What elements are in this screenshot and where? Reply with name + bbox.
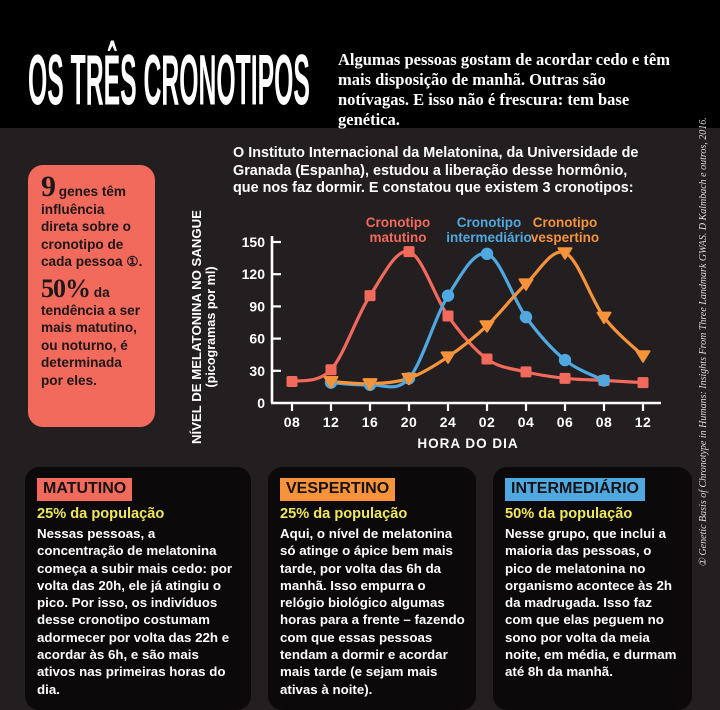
y-tick-label: 0 (257, 395, 265, 411)
marker-triangle (596, 311, 612, 325)
gene-percent-number: 50% (41, 273, 91, 303)
marker-square (286, 376, 298, 388)
marker-square (325, 364, 337, 376)
legend-item-1: Cronotipo intermediário (446, 215, 532, 245)
x-tick-label: 24 (440, 414, 457, 430)
header-bar: OS TRÊS CRONOTIPOS Algumas pessoas gosta… (0, 0, 720, 129)
marker-circle (558, 353, 572, 367)
marker-square (559, 372, 571, 384)
marker-square (364, 290, 376, 302)
x-tick-label: 04 (518, 414, 535, 430)
card-matutino-percentage: 25% da população (37, 506, 165, 522)
gene-count-number: 9 (41, 170, 56, 203)
marker-triangle (635, 350, 651, 363)
marker-square (403, 246, 415, 258)
y-axis-label-unit: (picogramas por ml) (204, 266, 218, 388)
intro-text: Algumas pessoas gostam de acordar cedo e… (338, 50, 670, 129)
study-description: O Instituto Internacional da Melatonina,… (233, 145, 639, 197)
series-line-square (290, 250, 645, 385)
card-intermediario-body: Nesse grupo, que inclui a maioria das pe… (505, 526, 677, 680)
marker-triangle (323, 376, 339, 389)
gene-fact-1: 9 genes têm influência direta sobre o cr… (41, 172, 143, 271)
card-intermediario-label: INTERMEDIÁRIO (505, 478, 645, 501)
marker-circle (597, 374, 611, 387)
legend-item-0: Cronotipo matutino (365, 215, 431, 245)
x-tick-label: 20 (401, 414, 418, 430)
marker-triangle (518, 278, 534, 291)
gene-fact-1-text: genes têm influência direta sobre o cron… (41, 184, 143, 270)
card-vespertino-label: VESPERTINO (280, 478, 396, 501)
marker-circle (441, 289, 455, 302)
marker-circle (519, 310, 533, 324)
x-tick-label: 08 (596, 414, 613, 430)
card-vespertino-percentage: 25% da população (280, 506, 408, 522)
marker-square (637, 377, 649, 389)
card-intermediario-percentage: 50% da população (505, 506, 633, 522)
card-intermediario: INTERMEDIÁRIO 50% da população Nesse gru… (493, 467, 692, 710)
x-axis-title: HORA DO DIA (417, 436, 518, 451)
marker-triangle (362, 378, 378, 391)
card-vespertino: VESPERTINO 25% da população Aqui, o níve… (268, 467, 476, 710)
marker-triangle (401, 372, 417, 386)
x-tick-label: 02 (479, 414, 496, 430)
x-tick-label: 06 (557, 414, 574, 430)
marker-square (481, 353, 493, 365)
source-credit: ① Genetic Basis of Chronotype in Humans:… (698, 117, 709, 567)
x-tick-label: 12 (635, 414, 652, 430)
card-vespertino-body: Aqui, o nível de melatonina só atinge o … (280, 526, 465, 697)
x-tick-label: 16 (362, 414, 379, 430)
y-axis-label-main: NÍVEL DE MELATONINA NO SANGUE (189, 210, 204, 444)
page-title: OS TRÊS CRONOTIPOS (28, 39, 310, 120)
card-matutino: MATUTINO 25% da população Nessas pessoas… (25, 467, 251, 710)
marker-square (442, 310, 454, 322)
gene-fact-2: 50% da tendência a ser mais matutino, ou… (41, 275, 143, 390)
chart-y-axis-label: NÍVEL DE MELATONINA NO SANGUE (picograma… (189, 210, 231, 444)
card-matutino-body: Nessas pessoas, a concentração de melato… (37, 526, 233, 697)
marker-square (520, 366, 532, 378)
x-tick-label: 12 (323, 414, 340, 430)
y-tick-label: 30 (249, 363, 265, 379)
y-tick-label: 150 (242, 234, 266, 250)
series-line-circle (329, 252, 606, 389)
chronotype-cards: MATUTINO 25% da população Nessas pessoas… (25, 467, 692, 710)
marker-circle (480, 247, 494, 261)
legend-item-2: Cronotipo vespertino (530, 215, 600, 245)
marker-triangle (440, 351, 456, 364)
marker-triangle (557, 247, 573, 260)
y-tick-label: 60 (249, 331, 265, 347)
gene-fact-2-text: da tendência a ser mais matutino, ou not… (41, 284, 140, 388)
gene-fact-box: 9 genes têm influência direta sobre o cr… (28, 165, 155, 427)
melatonin-line-chart: 0 30 60 90 120 150 08 12 16 20 24 02 04 06 08 12 HORA DO… (242, 234, 661, 451)
marker-triangle (479, 320, 495, 333)
y-tick-label: 120 (242, 266, 266, 282)
x-tick-label: 08 (284, 414, 301, 430)
card-matutino-label: MATUTINO (37, 478, 133, 501)
y-tick-label: 90 (249, 298, 265, 314)
